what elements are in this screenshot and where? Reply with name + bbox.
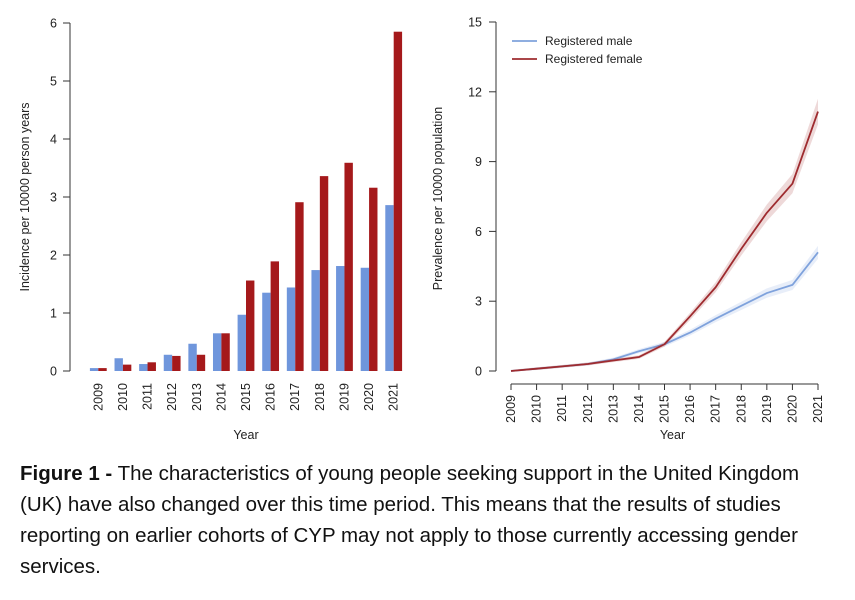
line-y-tick-label: 12 — [468, 85, 482, 99]
bar-male-2020 — [360, 267, 370, 371]
line-y-tick-label: 3 — [475, 295, 482, 309]
bar-male-2016 — [262, 292, 271, 371]
bar-y-tick-label: 1 — [50, 307, 57, 321]
bar-x-tick-label: 2009 — [91, 383, 105, 411]
bar-y-tick-label: 3 — [50, 191, 57, 205]
line-y-tick-label: 9 — [475, 155, 482, 169]
bar-x-axis-label: Year — [233, 428, 258, 442]
line-x-tick-label: 2015 — [658, 395, 672, 423]
figure-caption: Figure 1 - The characteristics of young … — [20, 458, 840, 582]
line-y-tick-label: 6 — [475, 225, 482, 239]
bar-x-tick-label: 2010 — [116, 383, 130, 411]
line-band-female — [511, 98, 818, 371]
bar-x-tick-label: 2012 — [165, 383, 179, 411]
bar-female-2012 — [172, 355, 181, 371]
line-x-axis-label: Year — [660, 428, 685, 442]
line-x-tick-label: 2010 — [530, 395, 544, 423]
line-x-tick-label: 2019 — [760, 395, 774, 423]
line-x-tick-label: 2021 — [811, 395, 825, 423]
bar-female-2021 — [393, 31, 403, 371]
bar-male-2013 — [188, 343, 197, 371]
legend-label-male: Registered male — [545, 34, 633, 48]
bar-male-2014 — [212, 333, 222, 371]
line-y-axis-label: Prevalence per 10000 population — [431, 107, 445, 291]
bar-male-2009 — [89, 368, 99, 371]
bar-female-2019 — [344, 162, 353, 371]
bar-female-2010 — [122, 364, 132, 371]
line-x-tick-label: 2016 — [683, 395, 697, 423]
bar-female-2015 — [246, 280, 255, 371]
bar-male-2021 — [385, 205, 394, 371]
bar-x-tick-label: 2016 — [264, 383, 278, 411]
bar-x-tick-label: 2014 — [214, 383, 228, 411]
bar-y-tick-label: 5 — [50, 75, 57, 89]
bar-female-2013 — [196, 354, 206, 371]
bar-female-2014 — [221, 333, 230, 371]
line-x-tick-label: 2009 — [504, 395, 518, 423]
bar-male-2011 — [139, 364, 148, 371]
line-series-female — [510, 111, 819, 372]
line-x-tick-label: 2012 — [581, 395, 595, 423]
line-y-tick-label: 15 — [468, 16, 482, 30]
bar-x-tick-label: 2020 — [362, 383, 376, 411]
figure-caption-text: The characteristics of young people seek… — [20, 462, 800, 578]
line-x-tick-label: 2014 — [632, 395, 646, 423]
bar-female-2018 — [319, 176, 329, 371]
legend-label-female: Registered female — [545, 52, 643, 66]
figure-caption-label: Figure 1 - — [20, 462, 113, 485]
bar-female-2009 — [98, 368, 107, 371]
bar-female-2017 — [295, 202, 304, 371]
bar-y-tick-label: 4 — [50, 133, 57, 147]
bar-x-tick-label: 2017 — [288, 383, 302, 411]
bar-x-tick-label: 2013 — [190, 383, 204, 411]
bar-x-tick-label: 2018 — [313, 383, 327, 411]
bar-y-tick-label: 0 — [50, 365, 57, 379]
bar-x-tick-label: 2015 — [239, 383, 253, 411]
bar-x-tick-label: 2021 — [387, 383, 401, 411]
bar-y-tick-label: 6 — [50, 17, 57, 31]
bar-male-2012 — [163, 354, 173, 371]
line-y-tick-label: 0 — [475, 365, 482, 379]
figure: 0 1 2 3 4 5 6 Incidence per 10000 person years 2… — [18, 16, 825, 443]
bar-female-2011 — [147, 362, 156, 371]
line-x-tick-label: 2017 — [709, 395, 723, 423]
bar-male-2015 — [237, 314, 246, 371]
line-band-male — [511, 245, 818, 371]
line-x-tick-label: 2013 — [606, 395, 620, 423]
bar-female-2020 — [369, 187, 378, 371]
line-x-tick-label: 2020 — [785, 395, 799, 423]
line-series-male — [510, 251, 819, 372]
bar-y-axis-label: Incidence per 10000 person years — [18, 102, 32, 291]
bar-male-2010 — [114, 358, 123, 371]
bar-x-tick-label: 2019 — [337, 383, 351, 411]
bar-male-2019 — [336, 266, 345, 371]
bar-male-2017 — [286, 287, 296, 371]
bar-female-2016 — [270, 261, 280, 371]
bar-x-tick-label: 2011 — [141, 383, 155, 410]
line-x-tick-label: 2011 — [555, 395, 569, 422]
bar-y-tick-label: 2 — [50, 249, 57, 263]
bar-male-2018 — [311, 270, 320, 371]
line-x-tick-label: 2018 — [734, 395, 748, 423]
